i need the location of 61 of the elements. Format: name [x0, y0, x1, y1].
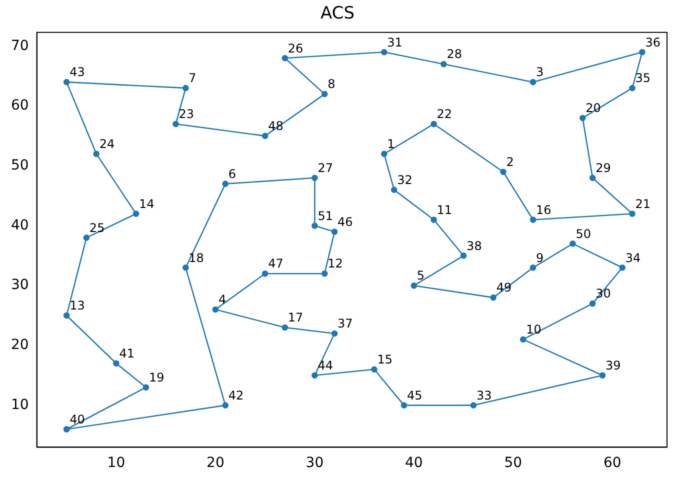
- x-tick-label: 20: [206, 455, 224, 472]
- x-tick-label: 50: [504, 455, 522, 472]
- y-tick-label: 50: [10, 158, 29, 174]
- y-tick-label: 70: [10, 38, 29, 54]
- y-tick-label: 60: [10, 98, 29, 114]
- annotation: 42: [228, 388, 244, 402]
- annotation: 35: [635, 71, 651, 86]
- annotation: 47: [268, 256, 284, 271]
- annotation: 24: [99, 137, 115, 152]
- annotation: 31: [387, 35, 402, 50]
- annotation: 15: [377, 352, 393, 367]
- x-tick-label: 40: [405, 455, 423, 472]
- annotation: 5: [416, 268, 425, 283]
- annotation: 36: [645, 35, 660, 50]
- annotation: 19: [148, 370, 164, 384]
- annotation: 40: [70, 412, 85, 426]
- annotation: 11: [436, 202, 452, 217]
- annotation: 50: [576, 226, 591, 241]
- annotation: 26: [288, 41, 304, 56]
- annotation: 41: [119, 346, 134, 361]
- annotation: 23: [178, 107, 194, 122]
- annotation: 34: [625, 250, 641, 265]
- annotation: 29: [596, 160, 611, 175]
- y-tick-label: 10: [10, 396, 29, 413]
- annotation: 37: [338, 316, 353, 331]
- annotation: 3: [536, 65, 544, 80]
- annotation: 10: [526, 322, 542, 337]
- annotation: 28: [446, 47, 462, 62]
- annotation: 38: [466, 238, 482, 253]
- annotation: 18: [188, 250, 204, 265]
- annotation: 12: [328, 256, 343, 271]
- chart-title: ACS: [320, 4, 354, 24]
- annotation: 25: [89, 220, 105, 235]
- annotation: 7: [188, 71, 196, 86]
- annotation: 21: [635, 196, 651, 211]
- annotation: 45: [407, 388, 422, 402]
- annotation: 51: [318, 208, 333, 223]
- annotation: 4: [218, 292, 226, 307]
- y-tick-label: 30: [10, 277, 29, 294]
- annotation: 13: [70, 298, 85, 313]
- annotation: 1: [387, 137, 395, 152]
- annotation: 39: [605, 358, 621, 372]
- annotation: 46: [338, 214, 353, 229]
- y-tick-label: 20: [10, 337, 29, 354]
- x-tick-label: 10: [107, 455, 126, 472]
- annotation: 16: [536, 202, 552, 217]
- annotation: 2: [506, 154, 514, 169]
- annotation: 32: [397, 172, 412, 187]
- annotation: 17: [288, 310, 304, 325]
- x-tick-label: 60: [604, 455, 622, 472]
- annotation: 14: [139, 196, 154, 211]
- annotation: 33: [476, 388, 492, 402]
- x-tick-label: 30: [306, 455, 324, 472]
- y-tick-label: 40: [10, 217, 29, 234]
- annotation: 20: [586, 101, 601, 116]
- annotation: 6: [228, 166, 236, 181]
- annotation: 43: [70, 65, 85, 80]
- annotation: 27: [318, 160, 333, 175]
- annotation: 8: [328, 77, 336, 92]
- annotation: 22: [436, 107, 452, 122]
- annotation: 9: [536, 250, 544, 265]
